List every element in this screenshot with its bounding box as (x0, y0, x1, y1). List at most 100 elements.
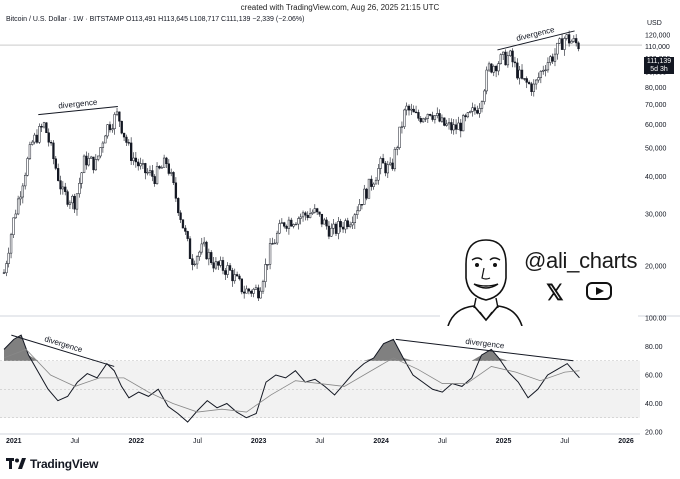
candle-body (537, 77, 540, 81)
candle-body (445, 123, 448, 126)
candle-body (358, 204, 361, 212)
symbol-header: Bitcoin / U.S. Dollar · 1W · BITSTAMP O1… (6, 16, 304, 23)
x-axis: 2021 Jul 2022 Jul 2023 Jul 2024 Jul 2025 Jul 2026 (0, 433, 640, 445)
candle-body (210, 252, 213, 264)
candle-body (426, 113, 429, 119)
candle-body (523, 78, 526, 80)
tradingview-logo-icon (6, 458, 26, 469)
candle-body (316, 208, 319, 213)
candle-body (497, 63, 500, 72)
candle-body (403, 109, 406, 128)
candle-body (238, 275, 241, 280)
x-tick-label: Jul (193, 438, 202, 445)
x-tick-label: 2026 (618, 438, 634, 445)
candle-body (292, 224, 295, 227)
candle-body (158, 166, 161, 169)
candle-body (115, 111, 119, 115)
candle-body (228, 265, 232, 271)
candle-body (391, 162, 394, 170)
candle-body (334, 223, 338, 234)
candle-body (61, 186, 65, 190)
candle-body (24, 175, 27, 187)
candle-body (28, 144, 32, 159)
candle-body (278, 223, 281, 234)
x-logo-icon[interactable]: 𝕏 (546, 280, 564, 305)
candle-body (118, 111, 121, 122)
candle-body (377, 168, 380, 181)
candle-body (148, 170, 152, 173)
candle-body (12, 217, 15, 235)
candle-body (73, 195, 76, 210)
candle-body (35, 134, 39, 143)
candle-body (59, 180, 62, 190)
candle-body (393, 148, 397, 170)
candle-body (224, 270, 227, 275)
candle-body (487, 63, 491, 71)
candle-body (511, 50, 514, 63)
candle-body (271, 243, 274, 245)
candle-body (478, 108, 481, 114)
candle-body (339, 221, 342, 228)
candle-body (188, 238, 192, 259)
candle-body (509, 50, 512, 56)
candle-body (280, 222, 283, 224)
price-tick-label: 20,000 (645, 264, 667, 271)
candle-body (356, 210, 359, 215)
candle-body (549, 56, 552, 63)
candle-body (400, 126, 404, 128)
candle-body (542, 69, 545, 72)
candle-body (346, 220, 349, 227)
candle-body (104, 135, 107, 144)
youtube-icon[interactable] (586, 282, 612, 300)
candle-body (567, 34, 571, 44)
candle-body (205, 241, 208, 260)
candle-body (513, 61, 517, 64)
candle-body (551, 56, 554, 62)
candle-body (134, 157, 138, 163)
candle-body (452, 124, 455, 131)
candle-body (396, 147, 399, 150)
x-tick-label: Jul (315, 438, 324, 445)
candle-body (162, 157, 166, 168)
ohlc-values: O113,491 H113,645 L108,717 C111,139 −2,3… (125, 16, 305, 23)
x-tick-label: 2023 (251, 438, 267, 445)
divergence-line (38, 105, 118, 116)
candle-body (304, 212, 307, 216)
candle-body (438, 113, 441, 122)
candle-body (87, 158, 90, 166)
candle-body (261, 281, 265, 292)
candle-body (101, 142, 105, 148)
candle-body (546, 62, 550, 71)
candle-body (132, 157, 135, 161)
candle-body (16, 198, 20, 215)
price-tick-label: 50,000 (645, 145, 667, 152)
candle-body (170, 172, 173, 174)
candle-body (480, 101, 484, 109)
candle-body (57, 168, 60, 181)
candle-body (212, 262, 215, 269)
candle-body (577, 42, 580, 50)
candle-body (198, 251, 201, 257)
candle-body (146, 172, 149, 174)
symbol-name: Bitcoin / U.S. Dollar · 1W · BITSTAMP (6, 16, 124, 23)
candle-body (245, 288, 248, 294)
candle-body (308, 213, 312, 218)
rsi-tick-label: 20.00 (645, 430, 663, 437)
candle-body (518, 69, 521, 79)
candle-body (506, 55, 510, 66)
candle-body (144, 163, 147, 174)
candle-body (539, 71, 543, 78)
candle-body (353, 214, 356, 223)
last-price-badge: 111,139 5d 3h (644, 57, 674, 74)
candle-body (492, 65, 495, 73)
candle-body (381, 158, 385, 164)
candle-body (80, 172, 83, 184)
candle-body (179, 212, 182, 220)
candle-body (195, 256, 199, 265)
x-tick-label: 2021 (6, 438, 22, 445)
divergence-label: divergence (58, 98, 98, 111)
candle-body (243, 291, 246, 294)
candle-body (266, 264, 269, 266)
candle-body (532, 83, 535, 92)
candle-body (389, 162, 392, 165)
